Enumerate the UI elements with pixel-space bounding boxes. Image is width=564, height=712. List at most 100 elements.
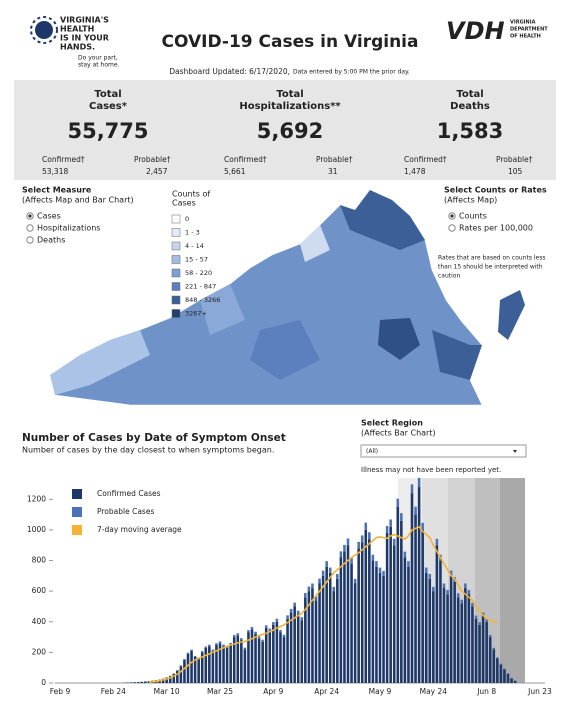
bar bbox=[339, 557, 343, 683]
bar bbox=[368, 539, 371, 683]
legend-swatch bbox=[72, 489, 82, 499]
bar bbox=[211, 650, 215, 683]
legend-label: 0 bbox=[185, 215, 189, 223]
bar bbox=[343, 544, 346, 552]
bar bbox=[513, 680, 517, 683]
bar bbox=[478, 622, 481, 625]
bar bbox=[300, 617, 304, 621]
region-dropdown[interactable] bbox=[360, 444, 527, 458]
x-tick-label: Jun 8 bbox=[476, 687, 496, 696]
bar bbox=[200, 652, 204, 683]
radio[interactable] bbox=[448, 224, 456, 232]
bar bbox=[392, 538, 396, 546]
bar bbox=[485, 619, 488, 622]
legend-swatch bbox=[171, 228, 181, 237]
bar bbox=[396, 506, 400, 683]
logo-tagline: Do your part, bbox=[78, 55, 118, 62]
vdh-line: OF HEALTH bbox=[510, 34, 541, 40]
stat-value: 1,583 bbox=[437, 119, 503, 143]
bar bbox=[382, 570, 385, 576]
stat-sub-value: 1,478 bbox=[404, 167, 426, 176]
bar bbox=[279, 630, 282, 633]
x-tick-label: May 24 bbox=[420, 687, 448, 696]
bar bbox=[250, 626, 254, 630]
bar bbox=[286, 618, 289, 683]
bar bbox=[400, 520, 403, 683]
bar bbox=[385, 532, 389, 683]
stat-sub-label: Probable† bbox=[134, 155, 171, 164]
stat-sub-label: Confirmed† bbox=[224, 155, 267, 164]
legend-label: 1 - 3 bbox=[185, 229, 200, 237]
legend-swatch bbox=[171, 282, 181, 291]
bar bbox=[325, 566, 328, 683]
bar bbox=[289, 608, 293, 613]
bar bbox=[389, 526, 392, 683]
measure-title: Select Measure bbox=[22, 186, 92, 195]
legend-swatch bbox=[171, 309, 181, 318]
legend-label: 7-day moving average bbox=[97, 525, 182, 534]
bar bbox=[421, 522, 424, 530]
bar bbox=[432, 586, 435, 592]
bar bbox=[417, 477, 421, 488]
bar bbox=[332, 586, 336, 592]
radio-label: Hospitalizations bbox=[37, 224, 100, 233]
bar bbox=[481, 615, 485, 683]
bar bbox=[307, 586, 311, 592]
measure-subtitle: (Affects Map and Bar Chart) bbox=[22, 196, 134, 205]
bar bbox=[275, 621, 279, 683]
bar bbox=[247, 630, 250, 633]
bar bbox=[471, 606, 474, 683]
bar bbox=[225, 647, 229, 683]
rates-note: than 15 should be interpreted with bbox=[438, 264, 543, 271]
bar bbox=[314, 600, 318, 683]
stat-label: Deaths bbox=[450, 101, 490, 112]
bar bbox=[492, 647, 496, 650]
bar bbox=[272, 624, 275, 683]
legend-label: Confirmed Cases bbox=[97, 489, 161, 498]
bar bbox=[133, 682, 136, 683]
bar bbox=[314, 596, 318, 601]
bar bbox=[410, 493, 414, 683]
bar bbox=[296, 610, 300, 615]
bar bbox=[442, 583, 446, 589]
bar bbox=[350, 563, 353, 683]
bar bbox=[446, 589, 449, 595]
bar bbox=[456, 597, 460, 683]
bar bbox=[442, 588, 446, 683]
bar bbox=[236, 633, 240, 636]
legend-swatch bbox=[171, 268, 181, 278]
bar bbox=[183, 660, 186, 683]
bar bbox=[346, 545, 350, 683]
bar bbox=[488, 637, 492, 683]
bar bbox=[407, 566, 410, 683]
legend-title: Counts of bbox=[172, 190, 210, 199]
bar bbox=[250, 629, 254, 683]
bar bbox=[375, 561, 378, 567]
x-tick-label: Apr 9 bbox=[263, 687, 283, 696]
bar bbox=[179, 666, 183, 683]
radio[interactable] bbox=[26, 224, 34, 232]
bar bbox=[364, 529, 368, 683]
bar bbox=[321, 570, 325, 576]
bar bbox=[460, 599, 464, 604]
bar bbox=[136, 682, 140, 683]
bar bbox=[168, 676, 172, 683]
rates-note: caution bbox=[438, 273, 460, 280]
bar bbox=[211, 649, 215, 651]
bar bbox=[129, 682, 133, 683]
stat-sub-label: Confirmed† bbox=[42, 155, 85, 164]
bar bbox=[325, 561, 328, 567]
bar bbox=[257, 638, 261, 683]
bar bbox=[424, 572, 428, 683]
y-tick-label: 1200 bbox=[27, 494, 46, 503]
radio-label: Rates per 100,000 bbox=[459, 224, 533, 233]
y-tick-label: 200 bbox=[32, 647, 47, 656]
bar bbox=[176, 670, 179, 671]
radio-label: Deaths bbox=[37, 236, 65, 245]
bar bbox=[499, 663, 503, 665]
radio[interactable] bbox=[26, 236, 34, 244]
bar bbox=[396, 498, 400, 507]
stat-label: Total bbox=[276, 89, 303, 100]
legend-swatch bbox=[171, 214, 181, 224]
